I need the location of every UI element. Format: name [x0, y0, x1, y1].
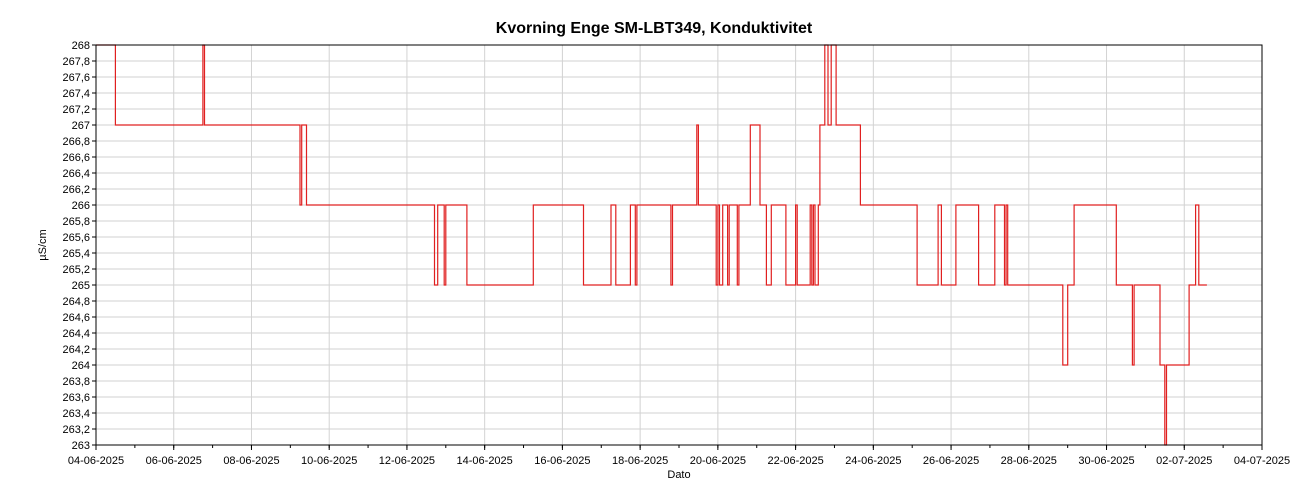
y-tick-label: 263 — [72, 440, 90, 452]
x-tick-label: 08-06-2025 — [223, 455, 279, 467]
y-tick-label: 267,8 — [62, 56, 90, 68]
y-tick-label: 266,2 — [62, 184, 90, 196]
y-tick-label: 266 — [72, 200, 90, 212]
y-tick-label: 263,4 — [62, 408, 90, 420]
series-line — [96, 44, 1207, 446]
y-tick-label: 266,4 — [62, 168, 90, 180]
axes: 263 263,2 263,4 263,6 263,8 264 264,2 264,4 264,… — [62, 40, 1290, 467]
y-tick-label: 267 — [72, 120, 90, 132]
chart-title: Kvorning Enge SM-LBT349, Konduktivitet — [495, 20, 813, 37]
x-tick-label: 26-06-2025 — [923, 455, 979, 467]
grid — [95, 44, 1263, 446]
plot-frame — [95, 44, 1263, 446]
y-tick-label: 264 — [72, 360, 90, 372]
x-tick-label: 28-06-2025 — [1001, 455, 1057, 467]
y-tick-label: 268 — [72, 40, 90, 52]
y-tick-label: 266,6 — [62, 152, 90, 164]
y-axis-title: µS/cm — [37, 229, 49, 260]
y-tick-label: 265,6 — [62, 232, 90, 244]
x-tick-label: 22-06-2025 — [767, 455, 823, 467]
y-tick-label: 265,4 — [62, 248, 90, 260]
y-tick-label: 263,2 — [62, 424, 90, 436]
x-tick-label: 04-06-2025 — [68, 455, 124, 467]
y-tick-label: 264,8 — [62, 296, 90, 308]
x-tick-label: 24-06-2025 — [845, 455, 901, 467]
x-tick-label: 30-06-2025 — [1078, 455, 1134, 467]
x-axis-title: Dato — [667, 469, 690, 481]
y-tick-label: 265 — [72, 280, 90, 292]
x-tick-label: 14-06-2025 — [457, 455, 513, 467]
y-tick-label: 265,8 — [62, 216, 90, 228]
x-tick-label: 18-06-2025 — [612, 455, 668, 467]
y-tick-label: 263,8 — [62, 376, 90, 388]
x-tick-label: 12-06-2025 — [379, 455, 435, 467]
x-tick-label: 04-07-2025 — [1234, 455, 1290, 467]
x-tick-label: 02-07-2025 — [1156, 455, 1212, 467]
y-tick-label: 264,4 — [62, 328, 90, 340]
y-tick-label: 267,4 — [62, 88, 90, 100]
y-tick-label: 267,2 — [62, 104, 90, 116]
y-tick-label: 264,2 — [62, 344, 90, 356]
y-tick-label: 266,8 — [62, 136, 90, 148]
x-tick-label: 06-06-2025 — [146, 455, 202, 467]
x-tick-label: 16-06-2025 — [534, 455, 590, 467]
x-tick-label: 10-06-2025 — [301, 455, 357, 467]
y-tick-label: 264,6 — [62, 312, 90, 324]
y-tick-label: 267,6 — [62, 72, 90, 84]
y-tick-label: 265,2 — [62, 264, 90, 276]
series-layer — [96, 44, 1207, 446]
x-tick-label: 20-06-2025 — [690, 455, 746, 467]
y-tick-label: 263,6 — [62, 392, 90, 404]
